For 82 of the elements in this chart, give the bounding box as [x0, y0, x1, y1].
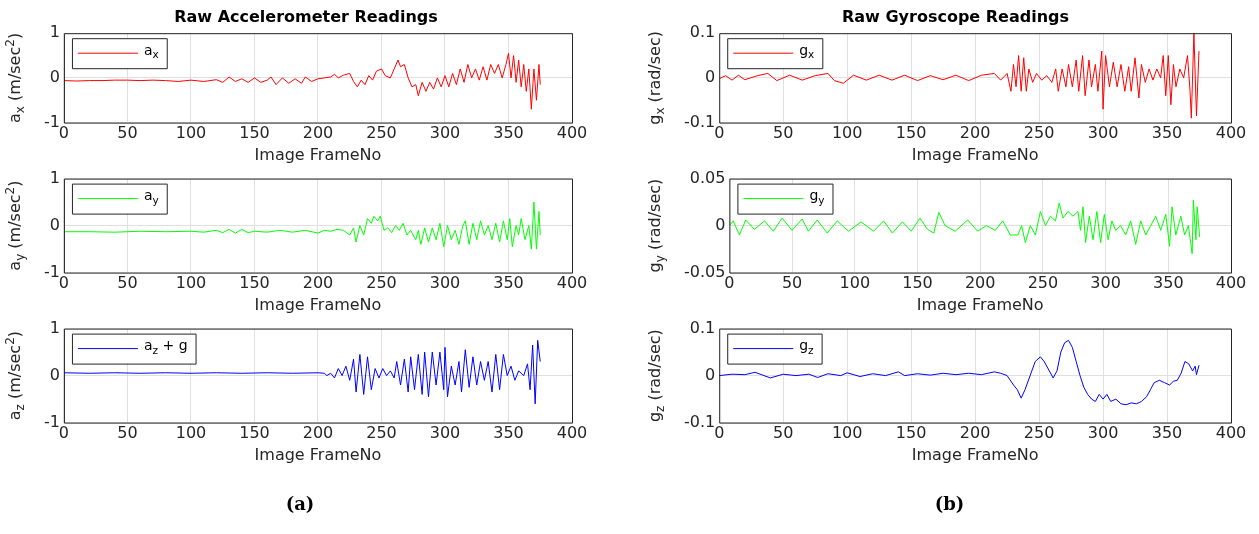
x-tick-label: 200 [959, 423, 991, 443]
y-axis-title: ax (m/sec2) [2, 32, 27, 123]
y-tick-label: -1 [44, 261, 60, 281]
x-tick-label: 200 [964, 273, 996, 293]
x-axis-title: Image FrameNo [254, 444, 382, 464]
x-axis-title: Image FrameNo [911, 444, 1039, 464]
y-tick-label: 1 [49, 317, 60, 337]
y-tick-label: 0.05 [689, 167, 726, 187]
x-tick-label: 250 [1023, 123, 1055, 143]
y-tick-label: 0.1 [689, 22, 716, 42]
y-axis-title: ay (m/sec2) [2, 180, 27, 271]
x-tick-label: 50 [117, 273, 138, 293]
y-axis-title: gx (rad/sec) [645, 31, 667, 125]
x-tick-label: 50 [117, 123, 138, 143]
x-tick-label: 100 [831, 123, 863, 143]
x-tick-label: 50 [117, 423, 138, 443]
y-tick-label: -0.1 [684, 111, 716, 131]
x-tick-label: 400 [1215, 123, 1247, 143]
x-tick-label: 150 [239, 423, 270, 443]
y-tick-label: 0.1 [689, 317, 716, 337]
x-tick-label: 100 [175, 423, 207, 443]
y-tick-label: 0 [705, 67, 716, 87]
x-tick-label: 400 [556, 423, 588, 443]
x-tick-label: 250 [366, 123, 397, 143]
y-axis-title: gy (rad/sec) [645, 178, 667, 273]
x-tick-label: 400 [556, 123, 588, 143]
x-tick-label: 350 [1151, 423, 1183, 443]
x-tick-label: 150 [902, 273, 933, 293]
x-tick-label: 350 [493, 123, 524, 143]
x-tick-label: 150 [239, 273, 270, 293]
x-tick-label: 200 [302, 423, 334, 443]
x-tick-label: 300 [1087, 423, 1119, 443]
y-tick-label: -0.05 [683, 261, 726, 281]
y-tick-label: -0.1 [684, 411, 716, 431]
y-tick-label: 1 [49, 167, 60, 187]
x-tick-label: 200 [959, 123, 991, 143]
x-tick-label: 200 [302, 273, 334, 293]
y-tick-label: 0 [705, 364, 716, 384]
x-tick-label: 200 [302, 123, 334, 143]
y-tick-label: 1 [49, 22, 60, 42]
y-tick-label: 0 [49, 364, 60, 384]
x-tick-label: 100 [831, 423, 863, 443]
x-tick-label: 300 [429, 123, 461, 143]
x-axis-title: Image FrameNo [254, 144, 382, 164]
y-axis-title: gz (rad/sec) [645, 329, 667, 423]
x-tick-label: 100 [175, 273, 207, 293]
x-tick-label: 350 [493, 273, 524, 293]
y-axis-title: az (m/sec2) [2, 330, 27, 421]
x-tick-label: 300 [1087, 123, 1119, 143]
x-tick-label: 100 [839, 273, 871, 293]
x-tick-label: 150 [895, 423, 927, 443]
y-tick-label: 0 [49, 214, 60, 234]
x-tick-label: 250 [366, 273, 397, 293]
x-tick-label: 50 [773, 123, 794, 143]
y-tick-label: 0 [715, 214, 726, 234]
x-tick-label: 350 [493, 423, 524, 443]
x-tick-label: 350 [1153, 273, 1184, 293]
x-tick-label: 350 [1151, 123, 1183, 143]
x-tick-label: 100 [175, 123, 207, 143]
x-axis-title: Image FrameNo [916, 294, 1044, 314]
x-tick-label: 50 [773, 423, 794, 443]
text: (b) [933, 493, 966, 514]
x-tick-label: 250 [1027, 273, 1059, 293]
x-tick-label: 300 [429, 273, 461, 293]
chart-title: Raw Accelerometer Readings [174, 6, 438, 26]
x-tick-label: 400 [1215, 273, 1247, 293]
y-tick-label: -1 [44, 111, 60, 131]
x-axis-title: Image FrameNo [911, 144, 1039, 164]
x-tick-label: 250 [1023, 423, 1055, 443]
x-tick-label: 150 [239, 123, 270, 143]
x-tick-label: 50 [781, 273, 803, 293]
x-tick-label: 300 [429, 423, 461, 443]
x-axis-title: Image FrameNo [254, 294, 382, 314]
text: (a) [284, 493, 316, 514]
x-tick-label: 300 [1090, 273, 1121, 293]
x-tick-label: 250 [366, 423, 397, 443]
x-tick-label: 400 [1215, 423, 1247, 443]
chart-title: Raw Gyroscope Readings [841, 6, 1070, 26]
x-tick-label: 150 [895, 123, 927, 143]
y-tick-label: -1 [44, 411, 60, 431]
y-tick-label: 0 [49, 67, 60, 87]
x-tick-label: 400 [556, 273, 588, 293]
